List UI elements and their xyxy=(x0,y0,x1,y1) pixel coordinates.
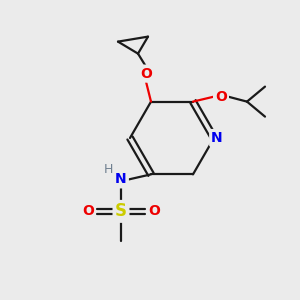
Text: O: O xyxy=(215,90,227,104)
Text: O: O xyxy=(140,67,152,81)
Text: O: O xyxy=(148,204,160,218)
Text: O: O xyxy=(82,204,94,218)
Text: S: S xyxy=(115,202,127,220)
Text: H: H xyxy=(103,163,113,176)
Text: N: N xyxy=(115,172,127,186)
Text: N: N xyxy=(211,131,223,145)
